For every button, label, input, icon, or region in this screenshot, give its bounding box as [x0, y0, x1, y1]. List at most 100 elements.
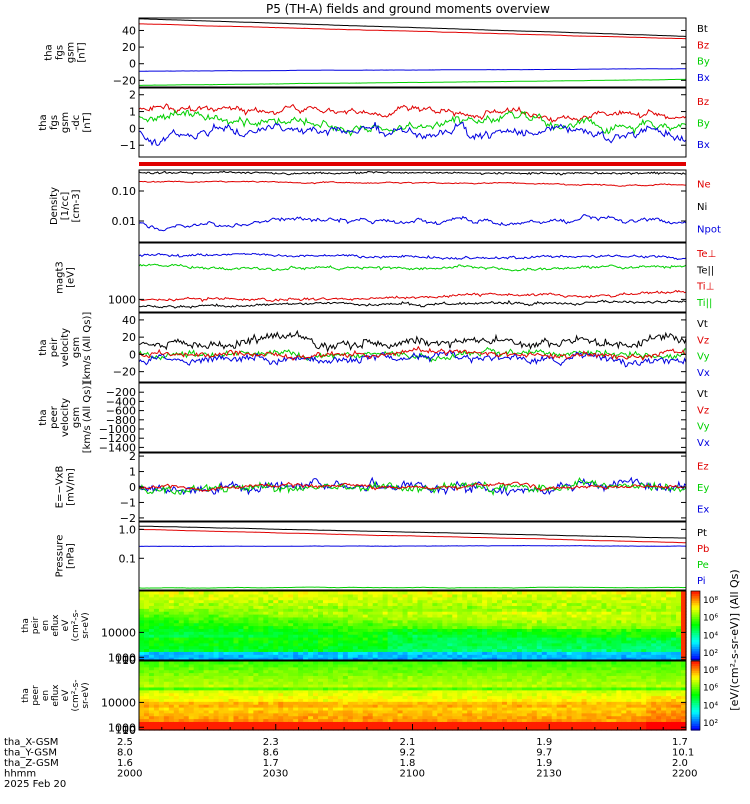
spectrogram-cell [422, 661, 428, 664]
spectrogram-cell [507, 661, 513, 664]
series-line-by [139, 110, 686, 135]
spectrogram-cell [577, 591, 583, 594]
spectrogram-cell [169, 591, 175, 594]
legend-label: By [697, 57, 710, 68]
y-tick-label: 0.01 [112, 215, 137, 228]
spectrogram-cell [214, 591, 220, 594]
spectrogram-cell [447, 591, 453, 594]
spectrogram-cell [298, 661, 304, 664]
y-tick-label: 0 [129, 58, 136, 71]
legend-label: Vt [697, 319, 708, 330]
spectrogram-cell [288, 591, 294, 594]
spectrogram-cell [199, 591, 205, 594]
spectrogram-cell [179, 661, 185, 664]
y-axis-label: Density [49, 187, 60, 225]
legend-label: Ex [697, 504, 709, 515]
spectrogram-cell [432, 661, 438, 664]
legend-label: Vz [697, 405, 709, 416]
spectrogram-cell [174, 661, 180, 664]
spectrogram-cell [243, 591, 249, 594]
spectrogram-cell [378, 591, 384, 594]
spectrogram-cell [522, 661, 528, 664]
spectrogram-cell [557, 591, 563, 594]
separator-bar [139, 162, 686, 166]
spectrogram-cell [283, 661, 289, 664]
spectrogram-cell [388, 591, 394, 594]
y-axis-label: eV [61, 619, 71, 632]
y-axis-label: [eV] [66, 267, 77, 288]
series-line-ni [139, 171, 686, 175]
spectrogram-cell [616, 591, 622, 594]
spectrogram-cell [442, 661, 448, 664]
spectrogram-cell [542, 661, 548, 664]
legend-label: Vt [697, 389, 708, 400]
plot-title: P5 (TH-A) fields and ground moments over… [266, 2, 550, 16]
legend-label: Npot [697, 225, 721, 236]
y-axis-label: [nPa] [66, 543, 77, 569]
panel-frame [139, 453, 686, 521]
spectrogram-cell [517, 661, 523, 664]
y-axis-label: fgs [49, 115, 60, 130]
spectrogram-cell [224, 661, 230, 664]
spectrogram-cell [592, 591, 598, 594]
spectrogram-cell [258, 661, 264, 664]
y-axis-label: [nT] [77, 42, 88, 62]
y-tick-label: 1000 [108, 293, 136, 306]
spectrogram-cell [656, 591, 662, 594]
legend: Te⊥Te||Ti⊥Ti|| [696, 249, 716, 309]
spectrogram-cell [268, 591, 274, 594]
spectrogram-cell [432, 591, 438, 594]
y-axis-label: [nT] [82, 112, 93, 132]
legend-label: Pt [697, 528, 707, 539]
spectrogram-cell [398, 661, 404, 664]
spectrogram-cell [328, 591, 334, 594]
spectrogram-cell [229, 661, 235, 664]
spectrogram-cell [378, 661, 384, 664]
spectrogram-cell [452, 661, 458, 664]
spectrogram-cell [403, 661, 409, 664]
spectrogram-cell [308, 591, 314, 594]
spectrogram-cell [442, 591, 448, 594]
spectrogram-cell [497, 591, 503, 594]
y-tick-label: 0 [129, 122, 136, 135]
spectrogram-cell [537, 591, 543, 594]
spectrogram-cell [472, 661, 478, 664]
y-ticks: 1.00.1 [119, 523, 687, 565]
spectrogram-cell [144, 591, 150, 594]
spectrogram-cell [502, 661, 508, 664]
spectrogram-cell [194, 661, 200, 664]
spectrogram-cell [164, 661, 170, 664]
spectrogram-cell [199, 661, 205, 664]
y-axis-label: peer [49, 405, 60, 429]
panel-frame [139, 88, 686, 157]
legend-label: Vy [697, 352, 710, 363]
series-line-vx [139, 350, 686, 367]
y-axis-label: -dc [71, 115, 82, 130]
spectrogram-cell [417, 661, 423, 664]
legend-label: Te|| [696, 265, 714, 276]
y-axis-label: [1/cc] [60, 192, 71, 221]
spectrogram-cell [373, 591, 379, 594]
spectrogram-cell [238, 661, 244, 664]
y-axis-label: en [41, 620, 51, 631]
legend-label: Ne [697, 179, 711, 190]
y-tick-label: 20 [122, 331, 136, 344]
spectrogram-cell [413, 661, 419, 664]
legend-label: Vx [697, 368, 710, 379]
y-axis-label: sr-eV) [81, 612, 91, 638]
spectrogram-cell [278, 661, 284, 664]
spectrogram-cell [233, 661, 239, 664]
spectrogram-cell [303, 591, 309, 594]
y-axis-label: tha [44, 44, 55, 60]
spectrogram-cell [298, 591, 304, 594]
spectrogram-cell [452, 591, 458, 594]
panel-frame [139, 18, 686, 87]
spectrogram-cell [562, 661, 568, 664]
y-axis-label: fgs [55, 45, 66, 60]
